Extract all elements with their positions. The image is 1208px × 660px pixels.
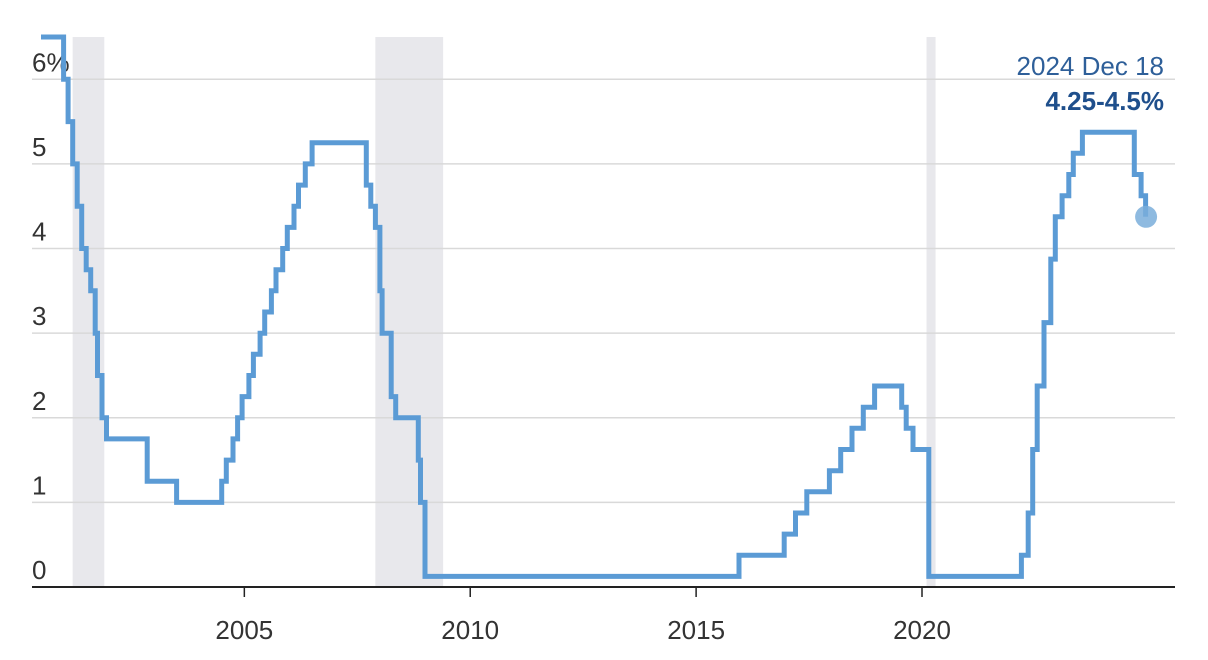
y-tick-label-5: 5: [32, 132, 46, 162]
recession-band-1: [72, 37, 105, 587]
y-tick-label-3: 3: [32, 301, 46, 331]
callout-date-label: 2024 Dec 18: [1017, 51, 1164, 81]
horizontal-gridlines: [32, 78, 1175, 504]
x-tick-label-2010: 2010: [441, 615, 499, 645]
y-tick-label-4: 4: [32, 217, 46, 247]
x-tick-label-2020: 2020: [893, 615, 951, 645]
y-tick-label-0: 0: [32, 555, 46, 585]
recession-band-2: [375, 37, 444, 587]
x-tick-label-2015: 2015: [667, 615, 725, 645]
series-layer: [41, 34, 1149, 579]
y-tick-label-2: 2: [32, 386, 46, 416]
recession-band-3: [926, 37, 936, 587]
x-axis-ticks: 2005 2010 2015 2020: [215, 587, 951, 645]
x-tick-label-2005: 2005: [215, 615, 273, 645]
y-tick-label-1: 1: [32, 470, 46, 500]
callout-value-label: 4.25-4.5%: [1045, 86, 1164, 116]
recession-bands: [72, 37, 936, 587]
latest-value-marker: [1135, 205, 1158, 228]
rate-series-line: [41, 34, 1149, 579]
